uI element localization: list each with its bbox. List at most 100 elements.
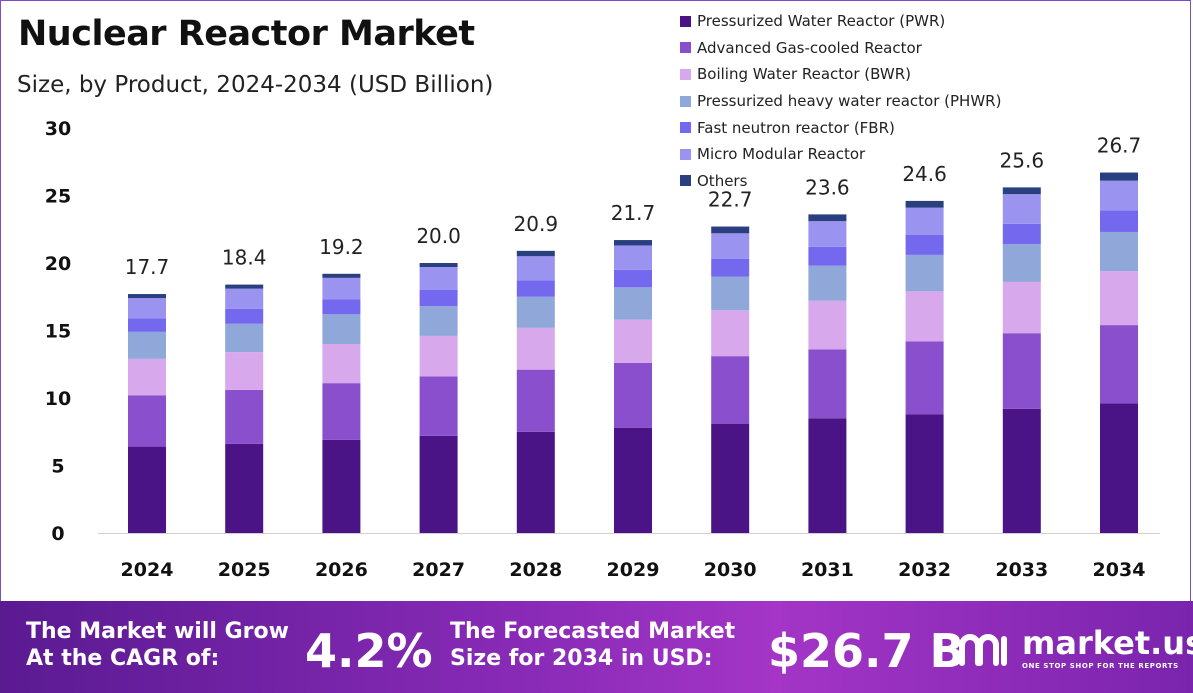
chart-frame [0,0,1191,601]
bar-segment-2034-s1 [1100,325,1138,404]
x-tick-label: 2032 [898,559,951,581]
cagr-label: The Market will Grow At the CAGR of: [26,619,289,673]
bar-segment-2033-s2 [1002,281,1041,334]
bar-segment-2029-s6 [614,240,652,246]
bar-total-label: 23.6 [805,175,850,199]
bar-segment-2029-s2 [614,319,652,363]
bar-segment-2026-s6 [322,273,361,278]
bar-segment-2025-s6 [225,284,264,289]
bar-segment-2034-s6 [1100,172,1138,181]
bar-segment-2031-s5 [808,221,847,247]
y-tick-label: 15 [45,321,71,343]
bar-total-label: 26.7 [1097,134,1142,158]
bar-segment-2030-s2 [711,310,750,357]
bar-segment-2029-s0 [614,427,652,533]
bar-segment-2027-s1 [419,376,458,436]
bar-stack-2034 [1100,172,1138,533]
x-tick-label: 2033 [995,559,1048,581]
bar-segment-2026-s3 [322,314,361,344]
bar-segment-2033-s5 [1002,194,1041,224]
bar-segment-2034-s3 [1100,231,1138,272]
bar-segment-2028-s0 [516,431,555,533]
bar-segment-2024-s3 [128,331,166,359]
y-tick-label: 25 [45,186,71,208]
legend-item: Pressurized Water Reactor (PWR) [680,8,1001,35]
bar-segment-2030-s6 [711,226,750,234]
legend-item: Fast neutron reactor (FBR) [680,114,1001,141]
bar-segment-2026-s2 [322,344,361,384]
x-tick-label: 2028 [509,559,562,581]
bar-total-label: 17.7 [125,255,170,279]
bar-stack-2031 [808,214,847,533]
x-tick-label: 2025 [218,559,271,581]
x-tick-label: 2024 [121,559,174,581]
bar-segment-2027-s2 [419,335,458,377]
bar-segment-2031-s0 [808,418,847,533]
bar-segment-2029-s3 [614,287,652,320]
bar-segment-2029-s1 [614,362,652,428]
bar-stack-2029 [614,240,652,533]
bar-segment-2033-s1 [1002,333,1041,409]
bar-segment-2027-s5 [419,267,458,290]
market-us-logo-icon [959,633,1007,666]
bar-segment-2032-s4 [905,234,944,255]
legend-swatch [680,122,691,134]
bar-segment-2031-s1 [808,349,847,419]
bar-segment-2026-s1 [322,383,361,440]
bar-total-label: 21.7 [611,201,656,225]
bar-segment-2033-s0 [1002,408,1041,533]
bar-chart: 05101520253017.7202418.4202519.2202620.0… [45,118,1160,581]
bar-total-label: 18.4 [222,246,267,270]
bar-segment-2024-s2 [128,358,166,396]
bar-total-label: 25.6 [1000,148,1045,172]
y-tick-label: 5 [51,456,64,478]
bar-stack-2024 [128,294,166,533]
x-tick-label: 2027 [412,559,465,581]
legend-swatch [680,175,691,187]
bar-segment-2024-s4 [128,318,166,332]
forecast-label: The Forecasted Market Size for 2034 in U… [450,619,735,673]
bar-segment-2032-s3 [905,254,944,292]
bar-segment-2028-s5 [516,256,555,281]
bar-segment-2025-s1 [225,389,264,444]
bar-segment-2034-s2 [1100,271,1138,326]
bar-segment-2026-s0 [322,439,361,533]
bar-segment-2027-s0 [419,435,458,533]
bar-segment-2028-s3 [516,296,555,328]
bar-segment-2034-s5 [1100,180,1138,211]
bar-segment-2033-s4 [1002,223,1041,245]
bar-segment-2024-s1 [128,395,166,447]
bar-segment-2028-s2 [516,327,555,370]
bar-segment-2032-s6 [905,200,944,208]
legend-item: Others [680,168,1001,195]
brand-name: market.us [1022,624,1193,662]
x-tick-label: 2034 [1093,559,1146,581]
legend-item: Pressurized heavy water reactor (PHWR) [680,88,1001,115]
forecast-value: $26.7 B [768,624,965,678]
legend-item: Boiling Water Reactor (BWR) [680,61,1001,88]
bar-segment-2028-s6 [516,250,555,257]
bar-segment-2032-s2 [905,291,944,342]
legend-label: Pressurized heavy water reactor (PHWR) [697,92,1002,111]
cagr-label-line1: The Market will Grow [26,619,289,644]
bar-segment-2031-s2 [808,300,847,350]
cagr-label-line2: At the CAGR of: [26,645,220,671]
legend-item: Advanced Gas-cooled Reactor [680,35,1001,62]
bar-stack-2033 [1002,187,1041,533]
bar-total-label: 22.7 [708,188,753,212]
x-tick-label: 2026 [315,559,368,581]
legend-swatch [680,42,691,54]
bar-stack-2026 [322,273,361,533]
bar-segment-2030-s5 [711,233,750,259]
bar-segment-2033-s3 [1002,244,1041,282]
bar-segment-2025-s2 [225,352,264,390]
bar-segment-2031-s6 [808,214,847,222]
bar-segment-2027-s6 [419,263,458,268]
bar-stack-2027 [419,263,458,533]
legend-label: Micro Modular Reactor [697,145,866,164]
summary-banner: The Market will Grow At the CAGR of: 4.2… [0,601,1193,693]
bar-segment-2034-s4 [1100,210,1138,232]
bar-stack-2025 [225,284,264,533]
forecast-label-line2: Size for 2034 in USD: [450,645,713,671]
legend-label: Fast neutron reactor (FBR) [697,118,895,137]
